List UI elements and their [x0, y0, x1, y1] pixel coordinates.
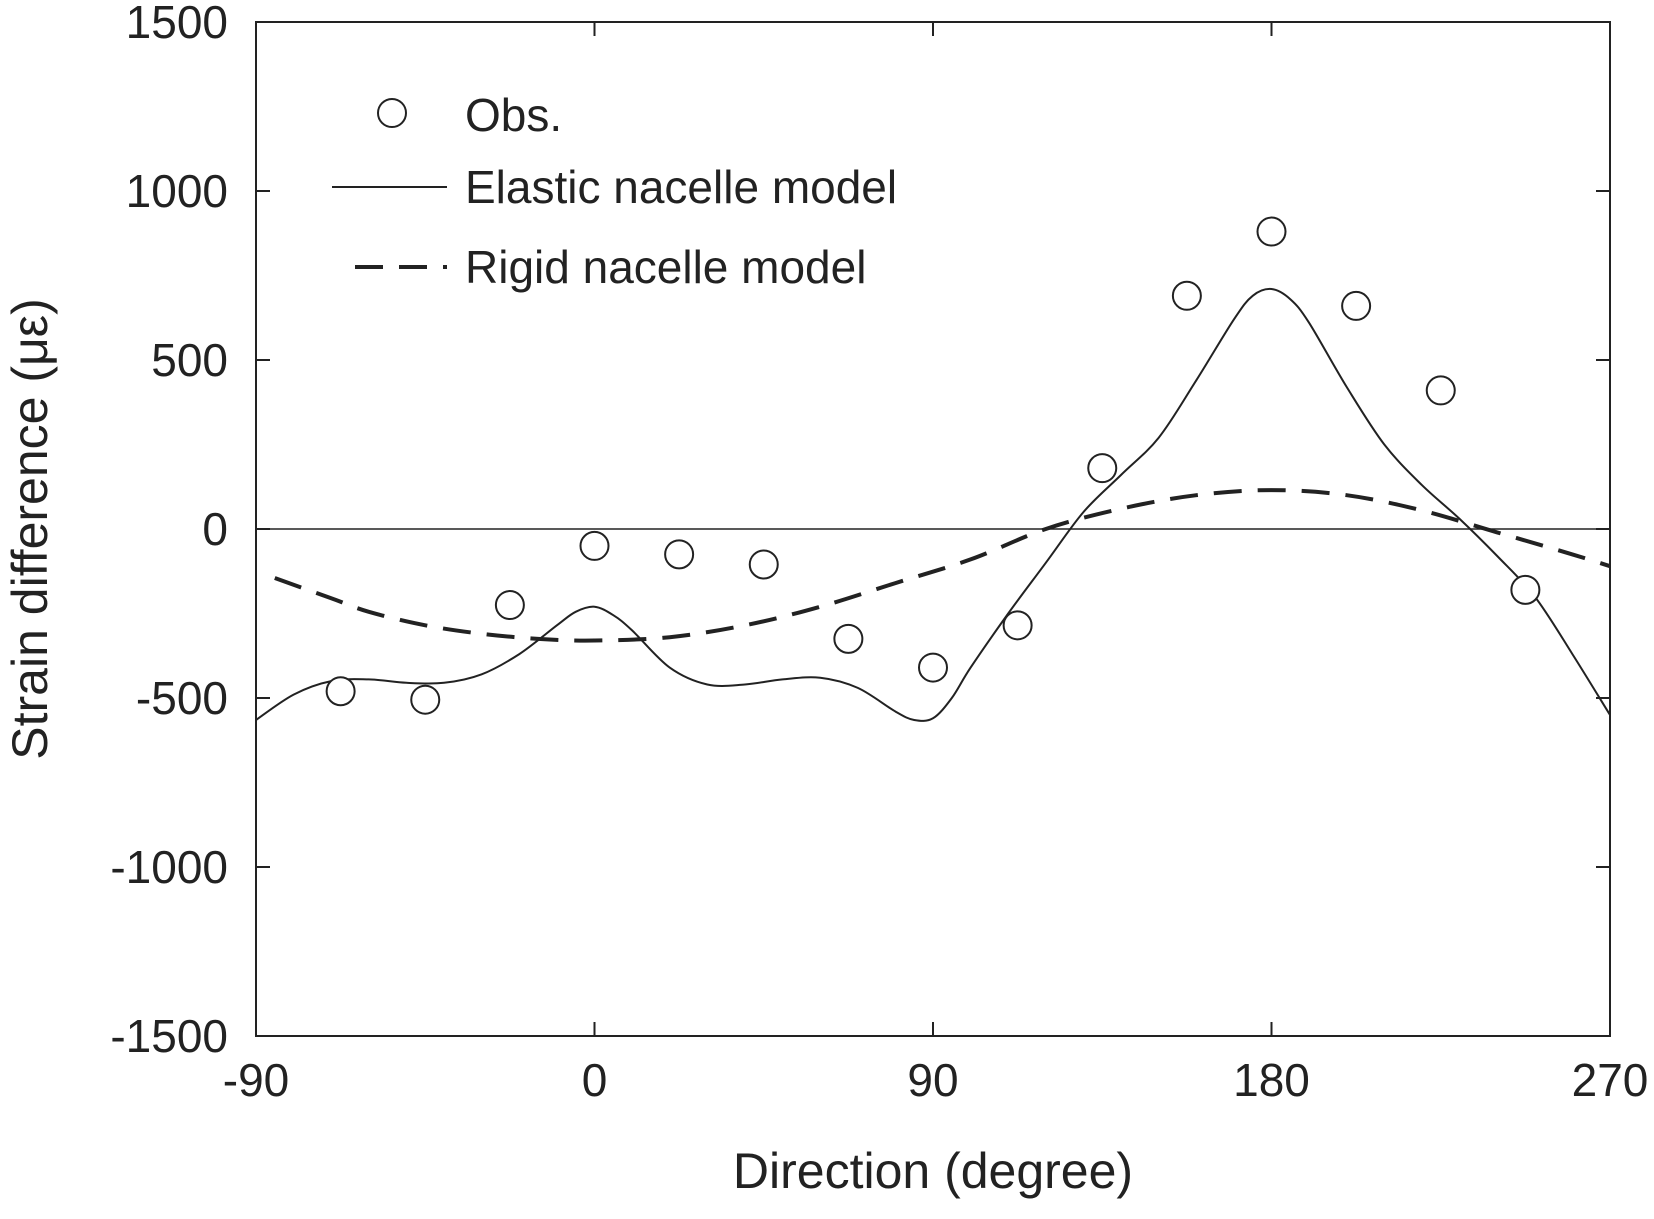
x-tick-label: -90	[223, 1054, 289, 1106]
obs-point	[494, 590, 525, 621]
obs-point	[1341, 290, 1372, 321]
elastic-nacelle-model-line	[255, 287, 1611, 722]
legend-obs-label: Obs.	[465, 89, 562, 141]
ticks-layer: -90 0 90 180 270 1500 1000 500 0 -500 -1000 -1500	[110, 0, 1648, 1106]
y-tick-label: -1500	[110, 1010, 228, 1062]
x-tick-label: 90	[907, 1054, 958, 1106]
obs-point	[1002, 610, 1033, 641]
legend-rigid-label: Rigid nacelle model	[465, 241, 866, 293]
obs-point	[1510, 574, 1541, 605]
y-tick-label: 500	[151, 334, 228, 386]
obs-point	[579, 530, 610, 561]
obs-point	[1171, 280, 1202, 311]
y-tick-label: 1500	[126, 0, 228, 48]
obs-point	[748, 549, 779, 580]
legend-obs-marker-icon	[377, 98, 407, 128]
legend: Obs. Elastic nacelle model Rigid nacelle…	[332, 89, 897, 293]
obs-point	[918, 652, 948, 683]
y-tick-label: 1000	[126, 165, 228, 217]
x-tick-label: 0	[582, 1054, 608, 1106]
x-tick-label: 180	[1233, 1054, 1310, 1106]
y-tick-label: 0	[202, 503, 228, 555]
obs-point	[1087, 453, 1118, 484]
x-axis-title: Direction (degree)	[733, 1143, 1133, 1199]
y-axis-title: Strain difference (με)	[2, 298, 58, 759]
obs-point	[410, 684, 441, 715]
x-tick-label: 270	[1572, 1054, 1649, 1106]
series-layer	[255, 216, 1611, 722]
rigid-nacelle-model-line	[274, 488, 1611, 643]
y-tick-label: -1000	[110, 841, 228, 893]
obs-point	[1425, 375, 1456, 406]
obs-point	[833, 623, 864, 654]
obs-point	[325, 676, 356, 707]
y-tick-label: -500	[136, 672, 228, 724]
obs-point	[664, 539, 695, 570]
obs-point	[1256, 216, 1287, 247]
legend-elastic-label: Elastic nacelle model	[465, 161, 897, 213]
